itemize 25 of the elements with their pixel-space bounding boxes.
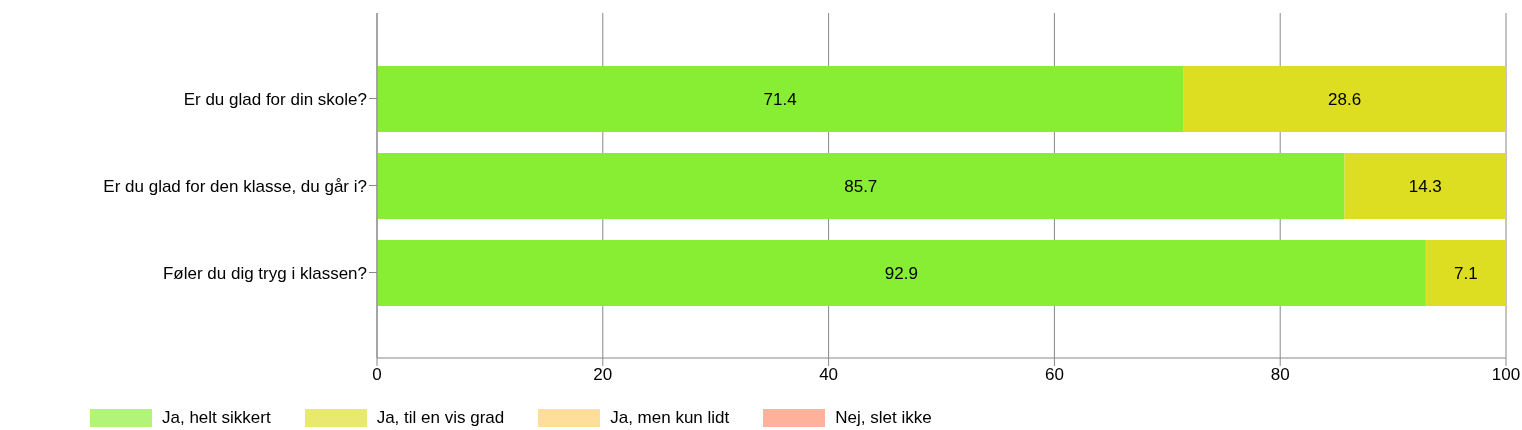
x-tick-label: 60 — [1044, 365, 1064, 385]
y-tick-label: Er du glad for den klasse, du går i? — [103, 176, 367, 196]
data-label: 71.4 — [763, 89, 797, 109]
x-tick-label: 40 — [819, 365, 839, 385]
bar — [1425, 240, 1506, 306]
data-label: 92.9 — [884, 263, 918, 283]
bar — [377, 153, 1345, 219]
data-label: 14.3 — [1408, 176, 1442, 196]
data-label: 28.6 — [1328, 89, 1362, 109]
x-tick-label: 80 — [1270, 365, 1290, 385]
bar — [377, 66, 1184, 132]
x-tick-label: 100 — [1491, 365, 1521, 385]
legend-label: Ja, helt sikkert — [162, 408, 271, 428]
legend-label: Nej, slet ikke — [835, 408, 932, 428]
y-tick-label: Føler du dig tryg i klassen? — [162, 263, 367, 283]
bar — [1183, 66, 1506, 132]
legend-label: Ja, men kun lidt — [610, 408, 730, 428]
y-tick-label: Er du glad for din skole? — [183, 89, 367, 109]
bar — [1344, 153, 1506, 219]
data-label: 7.1 — [1454, 263, 1478, 283]
data-label: 85.7 — [844, 176, 878, 196]
legend-label: Ja, til en vis grad — [376, 408, 505, 428]
x-tick-label: 0 — [372, 365, 382, 385]
bar — [377, 240, 1426, 306]
x-tick-label: 20 — [593, 365, 613, 385]
